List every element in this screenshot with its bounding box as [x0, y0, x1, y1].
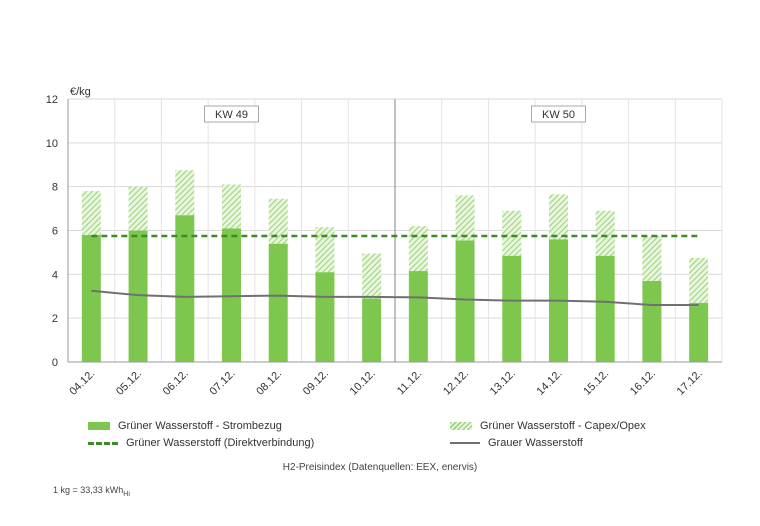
- x-tick-label: 16.12.: [628, 368, 658, 398]
- bar-strombezug: [175, 215, 195, 362]
- bar-capex-opex: [315, 227, 335, 273]
- source-text: H2-Preisindex (Datenquellen: EEX, enervi…: [282, 462, 478, 473]
- line-grauer-wasserstoff: [91, 289, 699, 307]
- week-label: KW 50: [542, 109, 575, 121]
- x-tick-label: 12.12.: [441, 368, 471, 398]
- legend-label-grauer: Grauer Wasserstoff: [488, 437, 583, 449]
- bar-strombezug: [502, 255, 522, 362]
- grid-lines: [67, 98, 723, 363]
- x-tick-label: 08.12.: [254, 368, 284, 398]
- x-tick-label: 13.12.: [488, 368, 518, 398]
- legend-item-grauer: Grauer Wasserstoff: [450, 437, 583, 449]
- bar-strombezug: [315, 272, 335, 362]
- bar-strombezug: [362, 298, 382, 362]
- bar-capex-opex: [502, 210, 522, 256]
- y-tick-label: 0: [52, 357, 58, 369]
- legend-swatch-capex-opex: [450, 422, 472, 430]
- bar-capex-opex: [689, 257, 709, 303]
- bar-capex-opex: [408, 226, 428, 272]
- bars: [81, 170, 709, 362]
- x-tick-label: 10.12.: [348, 368, 378, 398]
- bar-capex-opex: [595, 210, 615, 256]
- week-labels: KW 49 KW 50: [204, 105, 586, 123]
- bar-capex-opex: [222, 184, 241, 229]
- bar-strombezug: [408, 271, 428, 362]
- x-tick-label: 06.12.: [161, 368, 191, 398]
- x-tick-label: 07.12.: [208, 368, 238, 398]
- bar-strombezug: [642, 280, 662, 362]
- week-label-box: [531, 105, 586, 123]
- y-axis-label: €/kg: [70, 86, 91, 98]
- lines: [91, 234, 699, 307]
- week-label: KW 49: [215, 109, 248, 121]
- y-tick-label: 4: [52, 269, 58, 281]
- y-tick-label: 8: [52, 182, 58, 194]
- x-tick-label: 05.12.: [114, 368, 144, 398]
- legend-item-direktverbindung: Grüner Wasserstoff (Direktverbindung): [88, 437, 314, 449]
- bar-capex-opex: [81, 191, 101, 235]
- legend-swatch-direktverbindung: [88, 441, 118, 445]
- x-tick-label: 14.12.: [535, 368, 565, 398]
- bar-strombezug: [595, 255, 615, 362]
- y-tick-label: 6: [52, 226, 58, 238]
- x-tick-label: 17.12.: [675, 368, 705, 398]
- y-tick-label: 12: [46, 94, 58, 106]
- legend-item-strombezug: Grüner Wasserstoff - Strombezug: [88, 420, 282, 432]
- bar-strombezug: [128, 230, 148, 362]
- bar-strombezug: [222, 228, 241, 362]
- bar-capex-opex: [128, 186, 148, 231]
- footnote: 1 kg = 33,33 kWhHi: [53, 485, 130, 498]
- bar-strombezug: [81, 234, 101, 362]
- x-tick-label: 15.12.: [581, 368, 611, 398]
- bar-strombezug: [689, 302, 709, 362]
- y-tick-label: 10: [46, 138, 58, 150]
- bar-capex-opex: [362, 253, 382, 299]
- bar-capex-opex: [549, 194, 568, 240]
- legend-label-direktverbindung: Grüner Wasserstoff (Direktverbindung): [126, 437, 315, 449]
- bar-capex-opex: [268, 198, 288, 244]
- bar-capex-opex: [175, 170, 195, 216]
- x-tick-label: 09.12.: [301, 368, 331, 398]
- x-tick-label: 11.12.: [395, 368, 425, 398]
- legend-swatch-strombezug: [88, 422, 110, 430]
- legend-label-strombezug: Grüner Wasserstoff - Strombezug: [118, 420, 282, 432]
- bar-capex-opex: [642, 235, 662, 281]
- week-label-box: [204, 105, 259, 123]
- legend-swatch-grauer: [450, 442, 480, 444]
- bar-strombezug: [455, 240, 475, 362]
- bar-strombezug: [268, 243, 288, 362]
- bar-capex-opex: [455, 195, 475, 241]
- legend-label-capex-opex: Grüner Wasserstoff - Capex/Opex: [480, 420, 646, 432]
- legend-item-capex-opex: Grüner Wasserstoff - Capex/Opex: [450, 420, 646, 432]
- footnote-subscript: Hi: [123, 490, 130, 498]
- y-tick-label: 2: [52, 313, 58, 325]
- footnote-text: 1 kg = 33,33 kWh: [53, 485, 124, 495]
- x-tick-label: 04.12.: [67, 368, 97, 398]
